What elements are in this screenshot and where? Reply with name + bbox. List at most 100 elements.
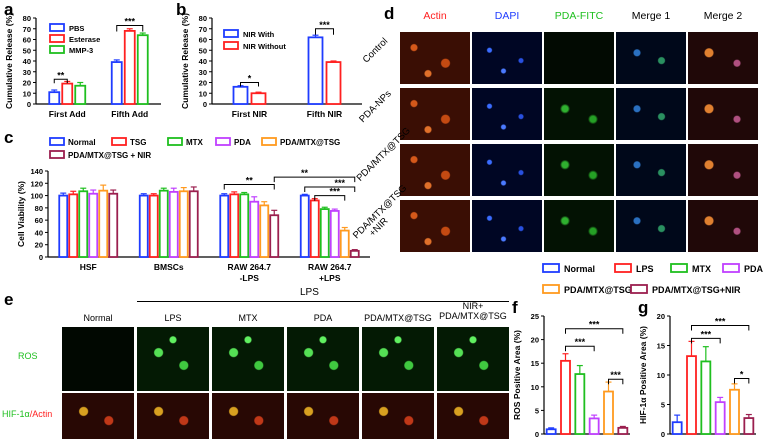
panel-d-microscopy: Actin DAPI PDA-FITC Merge 1 Merge 2 Control PD… <box>350 0 765 258</box>
panel-letter-g: g <box>638 298 649 317</box>
legend-label: NIR Without <box>243 42 286 51</box>
panel-d-image <box>400 32 470 84</box>
bar-pda <box>714 401 726 435</box>
y-axis-label: ROS Positive Area (%) <box>512 330 522 420</box>
bar-mtx <box>319 208 330 258</box>
bar-tsg <box>68 193 79 258</box>
bar-pda-mtx-tsg <box>178 190 189 258</box>
panel-d-column-label: PDA-FITC <box>554 10 604 22</box>
x-tick-label: First NIR <box>232 109 267 119</box>
legend-fg: Normal LPS MTX PDA PDA/MTX@TSG PDA/MTX@TSG+NI… <box>542 263 764 295</box>
panel-letter-e: e <box>4 290 14 309</box>
bar-pda-mtx-tsg <box>603 390 614 435</box>
bar-pbs <box>110 61 123 105</box>
panel-d-image <box>688 32 758 84</box>
bar-lps <box>560 359 571 435</box>
legend-label: MTX <box>186 138 204 147</box>
panel-letter-a: a <box>4 0 14 19</box>
legend-swatch <box>49 23 65 32</box>
y-tick-label: 20 <box>657 312 665 321</box>
bar-tsg <box>148 194 159 258</box>
panel-d-row-label: PDA/MTX@TSG <box>354 125 413 184</box>
sig-bracket <box>240 82 259 87</box>
panel-d-image <box>472 200 542 252</box>
y-tick-label: 70 <box>23 25 31 34</box>
bar-pda-mtx-tsg-nir <box>349 249 360 258</box>
sig-label: ** <box>57 70 65 80</box>
bar-normal <box>671 421 683 435</box>
panel-e-ros-image <box>437 327 509 391</box>
bar-tsg <box>229 193 240 258</box>
y-tick-label: 0 <box>27 100 31 109</box>
panel-d-column-label: DAPI <box>494 10 520 22</box>
legend-label: TSG <box>130 138 146 147</box>
legend-label: LPS <box>636 264 654 274</box>
bar-normal <box>299 194 310 258</box>
sig-label: * <box>248 74 252 84</box>
bar-pda <box>168 190 179 258</box>
legend-label: Normal <box>564 264 595 274</box>
panel-e-column-label: MTX <box>238 313 258 323</box>
y-tick-label: 120 <box>30 179 43 188</box>
bar-tsg <box>309 199 320 258</box>
y-tick-label: 20 <box>23 79 31 88</box>
panel-e-ros-image <box>137 327 209 391</box>
bar-normal <box>58 194 69 258</box>
panel-e-ros-image <box>362 327 434 391</box>
y-tick-label: 50 <box>199 46 207 55</box>
bar-pda-mtx-tsg-nir <box>108 192 119 258</box>
sig-label: *** <box>124 17 135 27</box>
bar-pda <box>88 192 99 258</box>
legend-swatch <box>542 284 560 294</box>
legend-label: PDA/MTX@TSG+NIR <box>652 285 741 295</box>
bar-mtx <box>700 360 712 435</box>
bar-esterase <box>123 29 136 105</box>
y-tick-label: 0 <box>661 430 665 439</box>
panel-d-column-label: Merge 2 <box>703 10 743 22</box>
legend-swatch <box>167 137 183 146</box>
bar-pda-mtx-tsg-nir <box>188 190 199 258</box>
legend-swatch <box>670 263 688 273</box>
sig-label: ** <box>301 168 309 178</box>
panel-d-image <box>688 200 758 252</box>
panel-e-hif-image <box>287 393 359 439</box>
panel-e-lps-line <box>137 301 509 302</box>
panel-d-column-label: Merge 1 <box>631 10 671 22</box>
panel-d-image <box>544 32 614 84</box>
bar-lps <box>686 355 697 435</box>
panel-e-hif-image <box>437 393 509 439</box>
panel-d-image <box>400 144 470 196</box>
y-tick-label: 80 <box>199 14 207 23</box>
legend-label: PDA <box>234 138 251 147</box>
sig-bracket <box>314 195 346 201</box>
bar-pda <box>249 200 260 258</box>
sig-bracket <box>691 324 750 331</box>
y-tick-label: 40 <box>35 228 43 237</box>
y-tick-label: 10 <box>531 383 539 392</box>
y-axis-label: Cumulative Release (%) <box>180 13 190 109</box>
y-tick-label: 50 <box>23 46 31 55</box>
y-tick-label: 0 <box>535 430 539 439</box>
y-tick-label: 70 <box>199 25 207 34</box>
panel-d-image <box>472 88 542 140</box>
sig-bracket <box>565 328 624 334</box>
panel-d-image <box>472 144 542 196</box>
legend-swatch <box>215 137 231 146</box>
legend-label: PDA/MTX@TSG <box>280 138 340 147</box>
y-tick-label: 0 <box>203 100 207 109</box>
y-tick-label: 140 <box>30 167 43 176</box>
panel-d-image <box>400 200 470 252</box>
panel-d-image <box>616 144 686 196</box>
sig-bracket <box>273 176 356 183</box>
y-tick-label: 80 <box>35 204 43 213</box>
y-tick-label: 15 <box>531 359 539 368</box>
bar-normal <box>219 194 230 258</box>
legend-swatch <box>614 263 632 273</box>
y-tick-label: 40 <box>199 57 207 66</box>
sig-label: *** <box>701 329 712 339</box>
chart-c-viability: 0 20 40 60 80 100 120 140 Cell Viability (%) HSF B… <box>16 137 370 283</box>
panel-letter-b: b <box>176 0 187 19</box>
x-tick-label: First Add <box>49 109 86 119</box>
panel-e-hif-image <box>362 393 434 439</box>
